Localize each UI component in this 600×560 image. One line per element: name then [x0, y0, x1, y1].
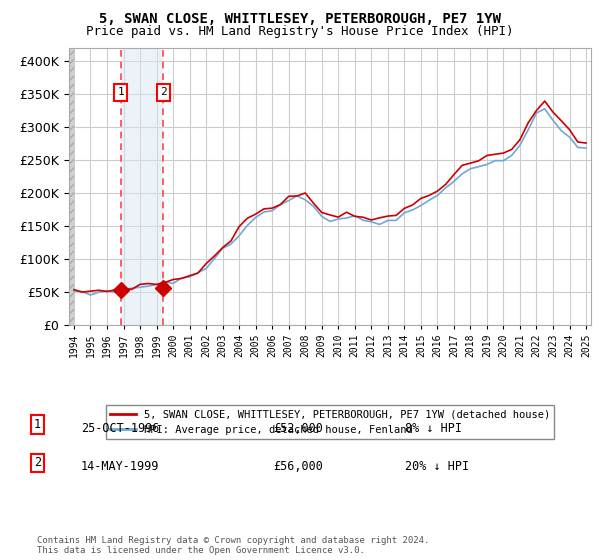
Bar	[121, 48, 163, 325]
Text: £52,000: £52,000	[273, 422, 323, 435]
Bar	[69, 48, 74, 325]
Text: 1: 1	[34, 418, 41, 431]
Text: 1: 1	[118, 87, 124, 97]
Text: £56,000: £56,000	[273, 460, 323, 473]
Text: 14-MAY-1999: 14-MAY-1999	[81, 460, 160, 473]
Text: 2: 2	[160, 87, 167, 97]
Text: 20% ↓ HPI: 20% ↓ HPI	[405, 460, 469, 473]
Text: 5, SWAN CLOSE, WHITTLESEY, PETERBOROUGH, PE7 1YW: 5, SWAN CLOSE, WHITTLESEY, PETERBOROUGH,…	[99, 12, 501, 26]
Legend: 5, SWAN CLOSE, WHITTLESEY, PETERBOROUGH, PE7 1YW (detached house), HPI: Average : 5, SWAN CLOSE, WHITTLESEY, PETERBOROUGH,…	[106, 405, 554, 439]
Text: 8% ↓ HPI: 8% ↓ HPI	[405, 422, 462, 435]
Text: 2: 2	[34, 456, 41, 469]
Text: Contains HM Land Registry data © Crown copyright and database right 2024.: Contains HM Land Registry data © Crown c…	[37, 536, 430, 545]
Text: This data is licensed under the Open Government Licence v3.0.: This data is licensed under the Open Gov…	[37, 545, 365, 555]
Text: Price paid vs. HM Land Registry's House Price Index (HPI): Price paid vs. HM Land Registry's House …	[86, 25, 514, 38]
Text: 25-OCT-1996: 25-OCT-1996	[81, 422, 160, 435]
